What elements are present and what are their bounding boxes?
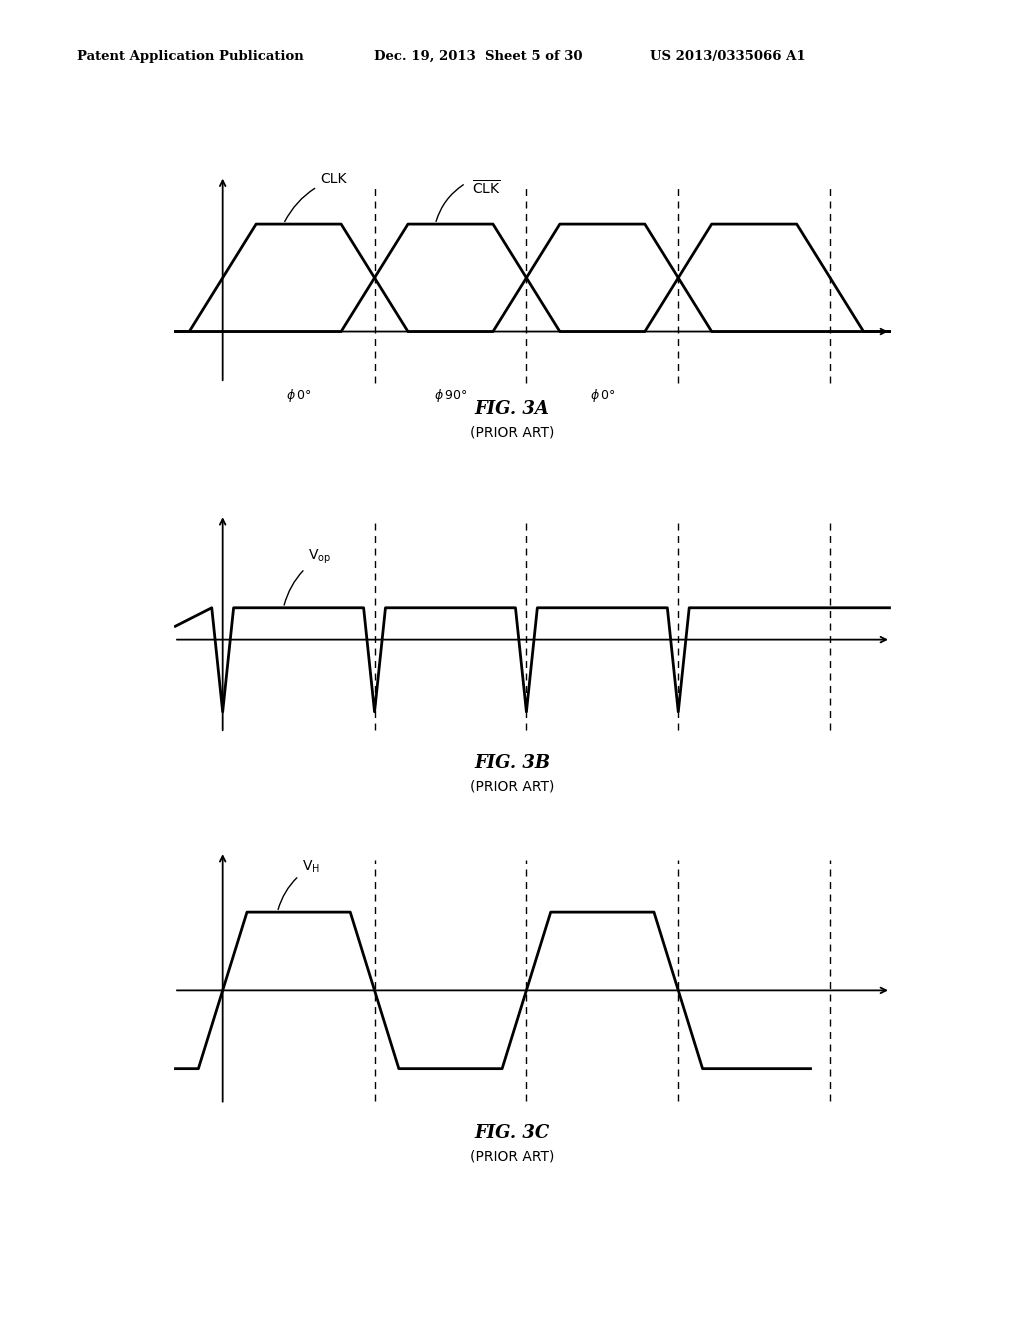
Text: $\overline{\rm CLK}$: $\overline{\rm CLK}$	[472, 180, 501, 197]
Text: (PRIOR ART): (PRIOR ART)	[470, 426, 554, 440]
Text: (PRIOR ART): (PRIOR ART)	[470, 780, 554, 793]
Text: FIG. 3B: FIG. 3B	[474, 754, 550, 772]
Text: V$_{\mathrm{op}}$: V$_{\mathrm{op}}$	[284, 548, 331, 605]
Text: US 2013/0335066 A1: US 2013/0335066 A1	[650, 50, 806, 63]
Text: $\phi\,0°$: $\phi\,0°$	[590, 387, 615, 404]
Text: $\phi\,0°$: $\phi\,0°$	[286, 387, 311, 404]
Text: (PRIOR ART): (PRIOR ART)	[470, 1150, 554, 1163]
Text: FIG. 3C: FIG. 3C	[474, 1123, 550, 1142]
Text: Dec. 19, 2013  Sheet 5 of 30: Dec. 19, 2013 Sheet 5 of 30	[374, 50, 583, 63]
Text: CLK: CLK	[285, 173, 346, 222]
Text: $\phi\,90°$: $\phi\,90°$	[434, 387, 467, 404]
Text: FIG. 3A: FIG. 3A	[474, 400, 550, 418]
Text: V$_{\mathrm{H}}$: V$_{\mathrm{H}}$	[279, 859, 319, 909]
Text: Patent Application Publication: Patent Application Publication	[77, 50, 303, 63]
